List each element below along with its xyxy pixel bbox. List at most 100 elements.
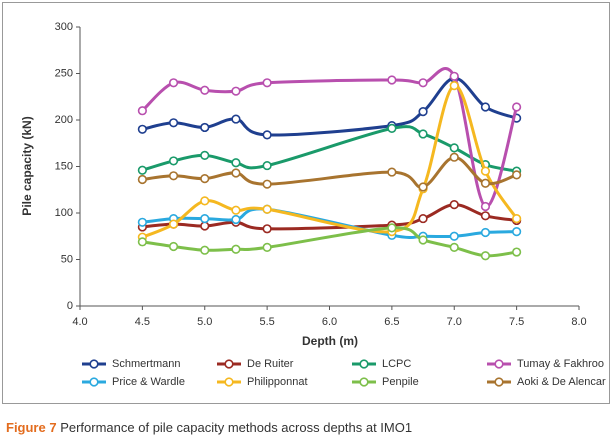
legend-marker [494, 359, 504, 369]
data-point [418, 213, 428, 224]
data-point [231, 205, 241, 215]
series-line [142, 226, 517, 258]
legend-marker [224, 359, 234, 369]
data-point [262, 179, 272, 189]
data-point [137, 174, 147, 185]
y-tick-label: 300 [55, 21, 73, 33]
data-point [200, 173, 210, 184]
series-line [141, 125, 517, 173]
x-tick-label: 5.0 [197, 316, 212, 328]
legend-label: Penpile [382, 376, 419, 388]
y-tick-label: 100 [55, 207, 73, 219]
data-point [231, 214, 241, 225]
data-point [200, 85, 210, 95]
data-point [200, 245, 210, 255]
data-point [449, 143, 459, 153]
series-line [142, 76, 518, 137]
y-tick-label: 50 [61, 253, 73, 265]
data-point [512, 247, 522, 257]
data-point [200, 122, 210, 133]
data-point [262, 204, 272, 214]
data-point [137, 165, 147, 175]
x-tick-label: 4.5 [135, 316, 150, 328]
data-point [168, 78, 179, 88]
legend-label: Aoki & De Alencar [517, 376, 606, 388]
data-point [200, 150, 210, 160]
data-point [200, 196, 210, 206]
data-point [418, 235, 428, 245]
legend-label: LCPC [382, 358, 411, 370]
y-axis-label: Pile capacity (kN) [20, 116, 34, 215]
x-tick-label: 5.5 [259, 316, 274, 328]
y-tick-label: 150 [55, 160, 73, 172]
data-point [262, 130, 272, 140]
legend-marker [89, 359, 99, 369]
legend-label: Schmertmann [112, 358, 180, 370]
legend-marker [494, 377, 504, 387]
caption-text: Performance of pile capacity methods acr… [60, 420, 413, 435]
data-point [387, 167, 397, 177]
data-point [512, 213, 522, 224]
data-point [480, 178, 491, 188]
data-point [168, 156, 179, 166]
series-line [142, 155, 518, 189]
data-point [137, 237, 147, 247]
data-point [200, 221, 210, 231]
data-point [262, 160, 272, 171]
x-tick-label: 8.0 [571, 316, 586, 328]
data-point [168, 171, 179, 181]
data-point [449, 71, 459, 81]
chart-frame [2, 2, 610, 404]
x-tick-label: 7.5 [509, 316, 524, 328]
data-point [168, 118, 179, 128]
legend-label: Price & Wardle [112, 376, 185, 388]
data-point [387, 75, 397, 85]
legend-marker [359, 359, 369, 369]
data-point [168, 241, 179, 252]
data-point [231, 86, 241, 96]
x-axis-label: Depth (m) [302, 334, 358, 348]
x-tick-label: 7.0 [447, 316, 462, 328]
series-line [141, 84, 518, 239]
data-point [137, 217, 147, 227]
data-point [137, 106, 147, 116]
data-point [418, 129, 428, 139]
data-point [480, 211, 491, 221]
data-point [418, 182, 428, 192]
legend-marker [359, 377, 369, 387]
data-point [480, 227, 491, 238]
data-point [449, 200, 459, 210]
legend-marker [89, 377, 99, 387]
data-point [262, 78, 272, 88]
y-tick-label: 250 [55, 67, 73, 79]
data-point [168, 219, 179, 229]
data-point [512, 170, 522, 180]
x-tick-label: 4.0 [72, 316, 87, 328]
data-point [480, 201, 491, 212]
data-point [449, 242, 459, 253]
data-point [387, 123, 397, 133]
data-point [480, 102, 491, 112]
y-tick-label: 200 [55, 114, 73, 126]
data-point [231, 114, 241, 124]
data-point [449, 80, 459, 91]
data-point [231, 158, 241, 168]
series-line [142, 203, 517, 231]
legend-marker [224, 377, 234, 387]
chart: Depth (m) Pile capacity (kN) 0 50 100 150 20… [20, 21, 606, 388]
data-point [449, 152, 459, 162]
data-point [262, 224, 272, 234]
data-point [231, 244, 241, 254]
data-point [231, 168, 241, 178]
x-tick-label: 6.0 [322, 316, 337, 328]
legend-label: De Ruiter [247, 358, 294, 370]
data-point [480, 251, 491, 261]
data-point [137, 124, 147, 134]
data-point [512, 102, 522, 112]
legend-label: Tumay & Fakhroo [517, 358, 604, 370]
caption: Figure 7 Performance of pile capacity me… [6, 420, 412, 435]
data-point [262, 242, 272, 253]
data-point [418, 107, 428, 117]
data-point [480, 166, 491, 176]
